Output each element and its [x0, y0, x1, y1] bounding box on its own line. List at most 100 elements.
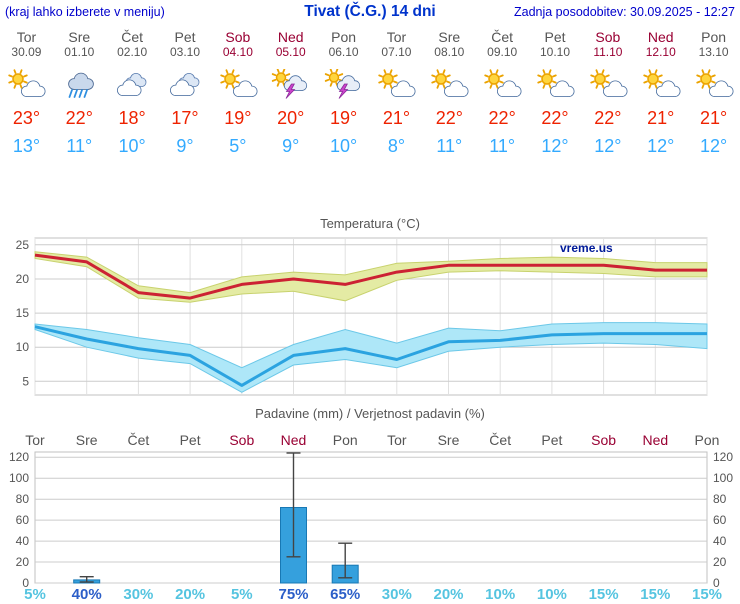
day-column-pon-13.10: Pon 13.10 21° 12°: [687, 29, 740, 157]
day-name: Sob: [595, 29, 621, 45]
day-date: 04.10: [222, 45, 253, 59]
day-low-temp: 12°: [541, 136, 569, 156]
day-high-temp: 21°: [382, 108, 411, 128]
day-high-temp: 22°: [435, 108, 463, 128]
day-low-temp: 8°: [387, 136, 406, 156]
day-date: 07.10: [381, 45, 412, 59]
weather-icon-graphic: [537, 69, 575, 97]
temp-min-line: [34, 325, 707, 387]
day-date: 05.10: [275, 45, 306, 59]
weather-icon-graphic: [484, 69, 522, 97]
sun-cloud-icon: [423, 69, 476, 101]
precip-probability-label: 30%: [382, 586, 412, 603]
day-date: 11.10: [593, 45, 623, 59]
day-date: 13.10: [698, 45, 729, 59]
precip-probability-label: 15%: [692, 586, 722, 603]
precip-probability-label: 20%: [175, 586, 205, 603]
day-high-temp: 22°: [488, 108, 516, 128]
precip-whiskers: [79, 452, 353, 583]
day-low-temp: 11°: [436, 136, 463, 156]
precip-y-tick-right: 80: [713, 492, 727, 506]
weather-icon-graphic: [220, 69, 258, 97]
day-low-temp: 11°: [489, 136, 516, 156]
weather-icon-graphic: [324, 69, 360, 99]
precip-day-label: Pet: [541, 432, 562, 448]
precip-day-label: Tor: [25, 432, 45, 448]
day-high-temp: 20°: [277, 108, 305, 128]
day-high-temp: 17°: [171, 108, 199, 128]
menu-hint: (kraj lahko izberete v meniju): [5, 5, 165, 19]
precipitation-chart-title: Padavine (mm) / Verjetnost padavin (%): [255, 406, 485, 421]
precipitation-chart-svg: Tor Sre Čet Pet Sob Ned Pon Tor Sre Čet Pet Sob Ned P…: [9, 432, 733, 603]
sun-cloud-icon: [687, 69, 740, 101]
day-low-temp: 11°: [66, 136, 93, 156]
weather-icon-graphic: [378, 69, 416, 97]
day-date: 08.10: [434, 45, 465, 59]
weather-icon-graphic: [8, 69, 46, 97]
day-low-temp: 12°: [699, 136, 728, 156]
temp-y-tick: 25: [16, 238, 30, 252]
temperature-chart-title: Temperatura (°C): [320, 216, 420, 231]
day-high-temp: 21°: [647, 108, 675, 128]
day-column-sob-04.10: Sob 04.10 19° 5°: [211, 29, 264, 157]
day-column-ned-12.10: Ned 12.10 21° 12°: [634, 29, 687, 157]
precip-probability-label: 40%: [72, 586, 102, 603]
precip-probability-label: 30%: [123, 586, 153, 603]
day-low-temp: 13°: [12, 136, 41, 156]
day-name: Sre: [68, 29, 91, 45]
day-column-čet-09.10: Čet 09.10 22° 11°: [476, 29, 529, 157]
precip-probability-label: 20%: [433, 586, 463, 603]
sun-cloud-icon: [529, 69, 582, 101]
sun-cloud-icon: [0, 69, 53, 101]
temp-y-tick: 15: [16, 306, 30, 320]
precip-y-tick-right: 60: [713, 513, 727, 527]
precip-probability-label: 10%: [537, 586, 567, 603]
precip-day-label: Pon: [333, 432, 358, 448]
precip-y-tick-right: 100: [713, 471, 733, 485]
precipitation-chart: Padavine (mm) / Verjetnost padavin (%) T…: [0, 404, 740, 604]
precip-day-label: Sob: [229, 432, 254, 448]
precip-day-label: Sre: [438, 432, 460, 448]
day-column-čet-02.10: Čet 02.10 18° 10°: [106, 29, 159, 157]
temp-min-band: [34, 322, 708, 393]
precip-y-tick-right: 40: [713, 534, 727, 548]
precip-probability-label: 15%: [589, 586, 619, 603]
precip-probability-label: 5%: [24, 586, 46, 603]
precip-y-tick-right: 120: [713, 450, 733, 464]
precip-y-tick-left: 40: [16, 534, 30, 548]
last-update-label: Zadnja posodobitev: 30.09.2025 - 12:27: [513, 5, 735, 19]
weather-icon-graphic: [431, 69, 469, 97]
precip-day-label: Sob: [591, 432, 616, 448]
sun-cloud-icon: [476, 69, 529, 101]
precip-day-label: Sre: [76, 432, 98, 448]
precip-probability-label: 75%: [278, 586, 308, 603]
page-title: Tivat (Č.G.) 14 dni: [304, 3, 436, 20]
day-name: Čet: [491, 29, 514, 45]
day-column-tor-30.09: Tor 30.09 23° 13°: [0, 29, 53, 157]
day-date: 06.10: [328, 45, 359, 59]
precip-y-tick-left: 0: [22, 576, 29, 590]
day-column-sob-11.10: Sob 11.10 22° 12°: [581, 29, 634, 157]
precip-y-tick-left: 20: [16, 555, 30, 569]
temp-y-tick: 10: [16, 340, 30, 354]
precip-day-label: Tor: [387, 432, 407, 448]
day-date: 12.10: [645, 45, 676, 59]
temp-max-line: [34, 253, 707, 300]
precip-probability-label: 65%: [330, 586, 360, 603]
temp-y-tick: 20: [16, 272, 30, 286]
day-high-temp: 22°: [65, 108, 93, 128]
weather-icon-graphic: [68, 72, 95, 98]
day-column-pet-03.10: Pet 03.10 17° 9°: [159, 29, 212, 157]
precip-y-tick-right: 20: [713, 555, 727, 569]
day-name: Pon: [331, 29, 357, 45]
forecast-days-row: Tor 30.09 23° 13° Sre 01.10 22° 11° Čet 02.10 18° 1…: [0, 29, 740, 157]
day-name: Tor: [16, 29, 37, 45]
day-low-temp: 10°: [118, 136, 146, 156]
weather-icon-graphic: [643, 69, 681, 97]
storm-icon: [317, 69, 370, 101]
precip-y-tick-left: 80: [16, 492, 30, 506]
day-name: Čet: [121, 29, 144, 45]
day-date: 10.10: [540, 45, 571, 59]
precip-y-tick-left: 100: [9, 471, 29, 485]
day-low-temp: 10°: [329, 136, 358, 156]
